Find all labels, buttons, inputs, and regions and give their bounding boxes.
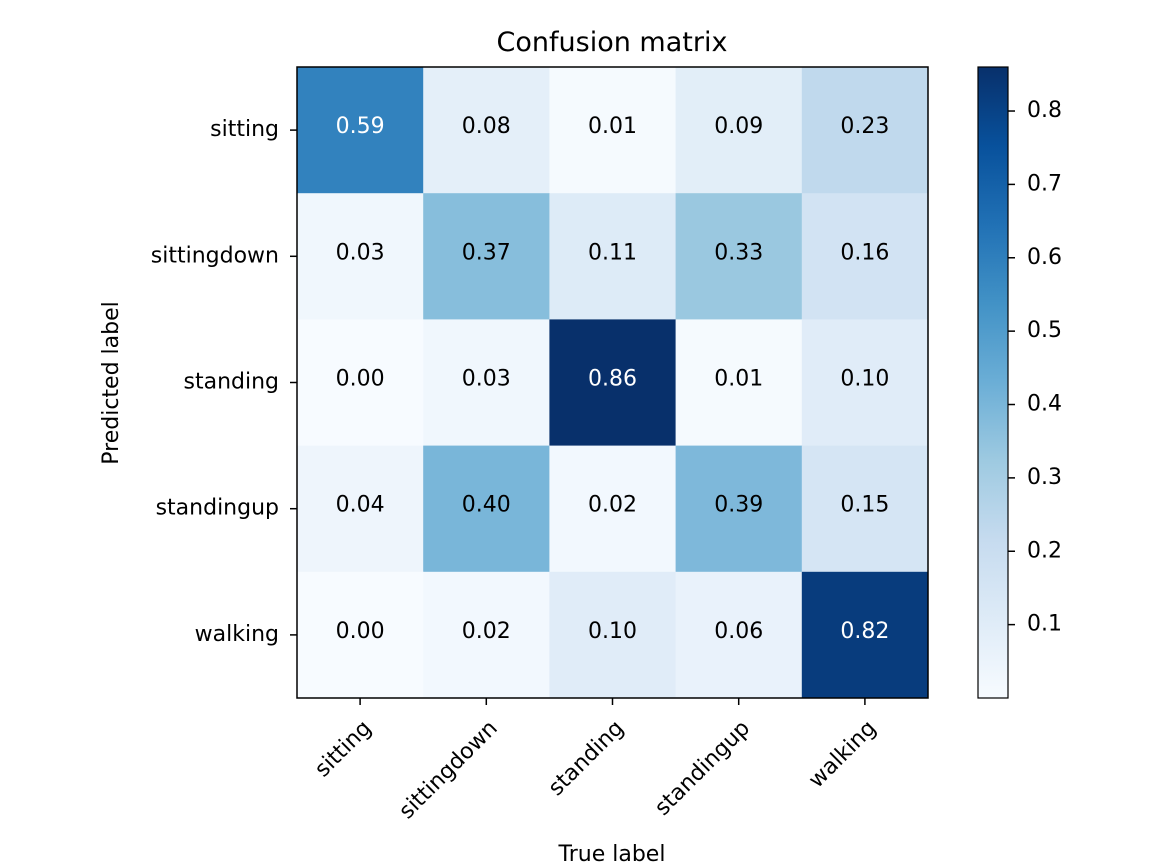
cell-value-label: 0.11	[588, 240, 637, 265]
heatmap-cell	[423, 319, 550, 447]
cell-value-label: 0.03	[336, 240, 385, 265]
heatmap-cell	[675, 193, 803, 320]
heatmap-cell	[801, 445, 929, 573]
x-axis: sitting sittingdown standing standingup walk…	[310, 698, 881, 824]
heatmap-cell	[423, 445, 550, 573]
colorbar-tick-label: 0.8	[1027, 98, 1062, 123]
colorbar-tick-label: 0.4	[1027, 392, 1062, 417]
x-tick-label: sittingdown	[394, 716, 502, 824]
x-tick-label: standing	[544, 716, 629, 801]
chart-title: Confusion matrix	[497, 27, 728, 58]
heatmap-cell	[801, 319, 929, 447]
heatmap-cell	[801, 67, 929, 194]
x-axis-label: True label	[558, 842, 666, 864]
cell-value-label: 0.40	[462, 493, 511, 518]
heatmap-cell	[423, 67, 550, 194]
heatmap-cell	[675, 571, 803, 699]
cell-value-label: 0.01	[588, 114, 637, 139]
cell-value-label: 0.08	[462, 114, 511, 139]
heatmap-cell	[423, 571, 550, 699]
x-tick-label: sitting	[310, 716, 376, 782]
cell-value-label: 0.86	[588, 367, 637, 392]
heatmap-cell	[423, 193, 550, 320]
heatmap-cell	[549, 193, 677, 320]
heatmap-cell	[801, 193, 929, 320]
heatmap-cell	[801, 571, 929, 699]
colorbar-tick-label: 0.1	[1027, 612, 1062, 637]
heatmap-cell	[297, 67, 424, 194]
cell-value-label: 0.59	[336, 114, 385, 139]
heatmap-cell	[675, 319, 803, 447]
cell-value-label: 0.02	[588, 493, 637, 518]
heatmap-cell	[549, 67, 677, 194]
colorbar-tick-label: 0.6	[1027, 245, 1062, 270]
cell-value-label: 0.06	[714, 619, 763, 644]
cell-value-label: 0.23	[840, 114, 889, 139]
cell-value-label: 0.82	[840, 619, 889, 644]
heatmap-cell	[675, 445, 803, 573]
heatmap-cell	[297, 319, 424, 447]
y-tick-label: standingup	[156, 496, 279, 521]
heatmap-cell	[675, 67, 803, 194]
cell-value-label: 0.09	[714, 114, 763, 139]
heatmap-cell	[297, 193, 424, 320]
cell-value-label: 0.39	[714, 493, 763, 518]
heatmap-cell	[297, 571, 424, 699]
colorbar-tick-label: 0.7	[1027, 171, 1062, 196]
cell-value-label: 0.00	[336, 619, 385, 644]
y-axis-label: Predicted label	[99, 301, 124, 464]
heatmap-cell-labels: 0.59 0.08 0.01 0.09 0.23 0.03 0.37 0.11 0.33 0.16…	[336, 114, 890, 644]
cell-value-label: 0.10	[840, 367, 889, 392]
cell-value-label: 0.01	[714, 367, 763, 392]
cell-value-label: 0.04	[336, 493, 385, 518]
heatmap-cell	[549, 571, 677, 699]
y-tick-label: standing	[184, 370, 280, 395]
heatmap-cell	[549, 319, 677, 447]
cell-value-label: 0.03	[462, 367, 511, 392]
colorbar-tick-label: 0.5	[1027, 318, 1062, 343]
heatmap-cell	[549, 445, 677, 573]
x-tick-label: walking	[804, 716, 881, 793]
cell-value-label: 0.00	[336, 367, 385, 392]
heatmap-cell	[297, 445, 424, 573]
cell-value-label: 0.37	[462, 240, 511, 265]
y-tick-label: sittingdown	[151, 243, 279, 268]
heatmap-cells	[297, 67, 929, 699]
cell-value-label: 0.02	[462, 619, 511, 644]
y-axis: sitting sittingdown standing standingup walk…	[151, 117, 297, 647]
colorbar-tick-label: 0.3	[1027, 465, 1062, 490]
cell-value-label: 0.10	[588, 619, 637, 644]
colorbar-tick-label: 0.2	[1027, 538, 1062, 563]
colorbar-ticks: 0.1 0.2 0.3 0.4 0.5 0.6 0.7 0.8	[1008, 98, 1062, 637]
x-tick-label: standingup	[650, 716, 755, 821]
y-tick-label: walking	[195, 622, 279, 647]
cell-value-label: 0.15	[840, 493, 889, 518]
y-tick-label: sitting	[210, 117, 279, 142]
cell-value-label: 0.16	[840, 240, 889, 265]
colorbar	[977, 66, 1009, 699]
cell-value-label: 0.33	[714, 240, 763, 265]
